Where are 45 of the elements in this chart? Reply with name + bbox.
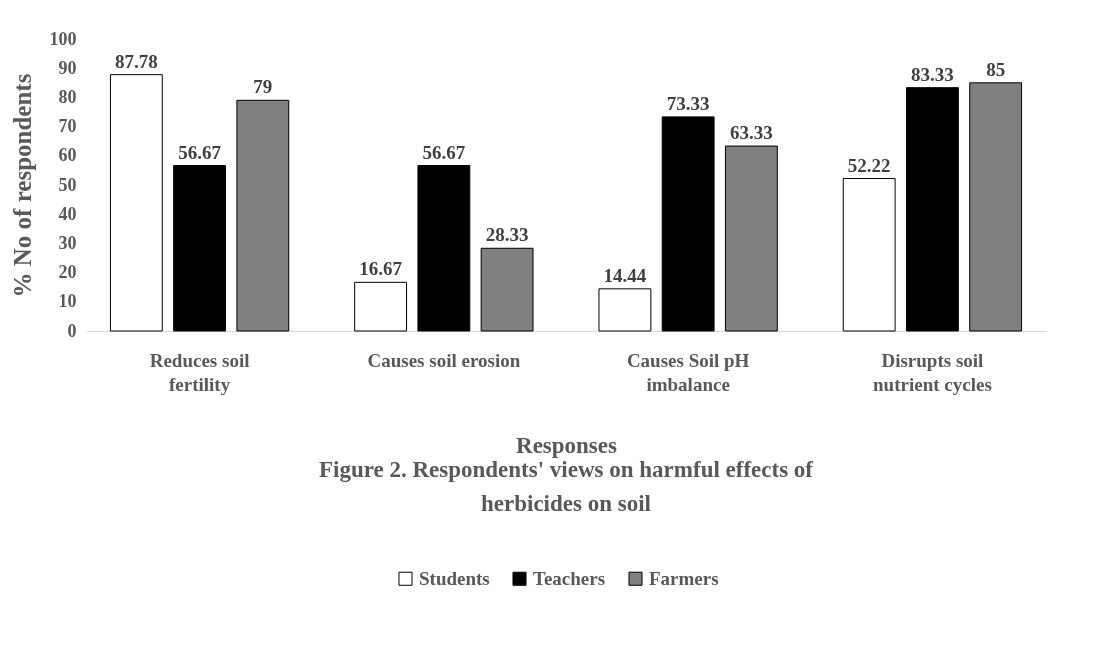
y-tick-label: 20	[58, 262, 77, 283]
data-label: 28.33	[485, 224, 529, 246]
y-tick-label: 30	[58, 232, 77, 253]
x-tick-label: Disrupts soil nutrient cycles	[873, 349, 992, 395]
bar	[173, 165, 227, 332]
data-label: 87.78	[114, 50, 158, 72]
text: Figure 2. Respondents' views on harmful effects of herbicides on soil	[318, 457, 814, 516]
legend-label: Teachers	[533, 567, 606, 589]
x-tick-label: Causes Soil pH imbalance	[626, 349, 750, 395]
data-label: 85	[986, 58, 1006, 80]
y-axis-title: % No of respondents	[8, 73, 36, 298]
y-tick-label: 80	[58, 86, 77, 107]
y-tick-label: 40	[58, 203, 77, 224]
bar	[109, 74, 163, 332]
y-tick-label: 70	[58, 116, 77, 137]
y-tick-label: 10	[58, 291, 77, 312]
data-label: 52.22	[847, 154, 891, 176]
bar	[661, 116, 715, 332]
data-label: 56.67	[178, 141, 222, 163]
bar	[354, 281, 408, 332]
data-label: 16.67	[359, 258, 403, 280]
y-tick-label: 50	[58, 174, 77, 195]
y-tick-label: 60	[58, 145, 77, 166]
x-axis-title: Responses	[516, 432, 618, 458]
data-label: 56.67	[422, 141, 466, 163]
legend-label: Farmers	[649, 567, 719, 589]
x-tick-label: Causes soil erosion	[367, 349, 521, 371]
data-label: 79	[253, 76, 273, 98]
y-tick-label: 90	[58, 57, 77, 78]
y-tick-label: 0	[67, 320, 77, 341]
bar	[598, 288, 652, 332]
bar	[724, 145, 778, 332]
legend-label: Students	[419, 567, 490, 589]
bar	[969, 82, 1023, 332]
data-label: 63.33	[730, 122, 773, 144]
bar	[905, 87, 959, 332]
data-label: 14.44	[603, 264, 647, 286]
bar	[480, 247, 534, 332]
bar	[417, 165, 471, 332]
x-tick-label: Reduces soil fertility	[149, 349, 250, 395]
data-label: 83.33	[911, 63, 954, 85]
data-label: 73.33	[666, 92, 710, 114]
bar	[842, 178, 896, 332]
y-tick-label: 100	[49, 28, 77, 49]
bar	[236, 99, 290, 332]
